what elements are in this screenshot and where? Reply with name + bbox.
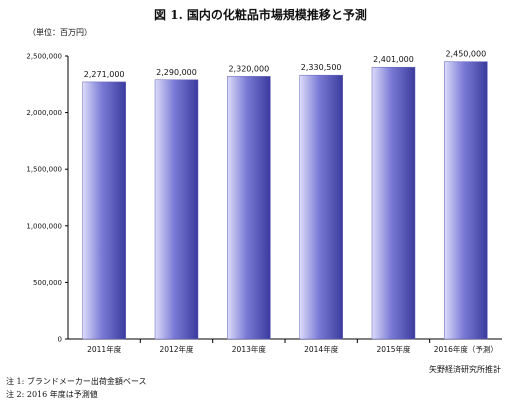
data-label: 2,320,000 xyxy=(228,64,269,73)
x-tick-label: 2016年度（予測） xyxy=(434,344,498,354)
data-label: 2,401,000 xyxy=(373,55,414,64)
bar xyxy=(444,61,488,340)
bar xyxy=(371,66,416,340)
y-tick-label: 2,000,000 xyxy=(26,109,62,117)
x-tick-label: 2013年度 xyxy=(232,344,267,354)
bar xyxy=(154,79,199,340)
y-tick-label: 500,000 xyxy=(33,279,62,287)
chart-title: 図 1. 国内の化粧品市場規模推移と予測 xyxy=(154,8,367,22)
x-tick-label: 2012年度 xyxy=(159,344,194,354)
data-label: 2,450,000 xyxy=(445,50,486,59)
y-tick-label: 0 xyxy=(58,336,62,344)
y-tick-label: 1,000,000 xyxy=(26,222,62,230)
data-label: 2,290,000 xyxy=(156,68,197,77)
y-tick-label: 1,500,000 xyxy=(26,166,62,174)
y-tick-label: 2,500,000 xyxy=(26,53,62,61)
bar xyxy=(227,76,271,340)
bar xyxy=(82,81,126,340)
x-tick-label: 2015年度 xyxy=(376,344,411,354)
note-2: 注 2: 2016 年度は予測値 xyxy=(6,390,98,399)
data-label: 2,330,500 xyxy=(301,63,342,72)
note-1: 注 1: ブランドメーカー出荷金額ベース xyxy=(6,377,147,386)
x-tick-label: 2014年度 xyxy=(304,344,339,354)
bar xyxy=(299,74,343,340)
data-label: 2,271,000 xyxy=(84,70,125,79)
unit-label: （単位：百万円） xyxy=(28,28,92,37)
source-label: 矢野経済研究所推計 xyxy=(429,365,501,374)
x-tick-label: 2011年度 xyxy=(87,344,122,354)
